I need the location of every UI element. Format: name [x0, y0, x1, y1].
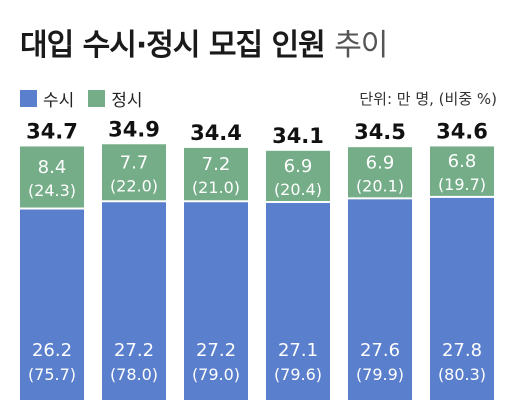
bar-susi-3 — [266, 202, 330, 400]
total-label-3: 34.1 — [272, 124, 324, 148]
value-label-jeongsi-1: 7.7 — [120, 152, 149, 173]
value-label-jeongsi-2: 7.2 — [202, 154, 231, 175]
chart-title: 대입 수시·정시 모집 인원 추이 — [20, 20, 388, 64]
bar-susi-0 — [20, 209, 84, 400]
value-label-jeongsi-3: 6.9 — [284, 156, 313, 177]
share-label-jeongsi-3: (20.4) — [274, 180, 322, 199]
chart-title-suffix: 추이 — [334, 28, 388, 63]
legend-item-jeongsi: 정시 — [88, 86, 143, 111]
share-label-susi-3: (79.6) — [274, 365, 322, 384]
share-label-jeongsi-1: (22.0) — [110, 176, 158, 195]
share-label-jeongsi-4: (20.1) — [356, 176, 404, 195]
value-label-susi-4: 27.6 — [360, 340, 400, 361]
value-label-jeongsi-5: 6.8 — [448, 151, 477, 172]
legend-label-susi: 수시 — [43, 91, 75, 111]
value-label-susi-1: 27.2 — [114, 340, 154, 361]
bar-jeongsi-4 — [348, 147, 412, 198]
share-label-jeongsi-0: (24.3) — [28, 181, 76, 200]
bar-jeongsi-0 — [20, 146, 84, 208]
chart-title-main: 대입 수시·정시 모집 인원 — [20, 28, 326, 63]
share-label-susi-2: (79.0) — [192, 365, 240, 384]
bar-jeongsi-1 — [102, 144, 166, 201]
share-label-susi-5: (80.3) — [438, 365, 486, 384]
value-label-susi-0: 26.2 — [32, 340, 72, 361]
total-label-1: 34.9 — [108, 117, 160, 141]
share-label-susi-1: (78.0) — [110, 365, 158, 384]
legend: 수시 정시 — [20, 86, 157, 111]
bar-susi-4 — [348, 199, 412, 400]
share-label-jeongsi-2: (21.0) — [192, 178, 240, 197]
share-label-susi-0: (75.7) — [28, 365, 76, 384]
total-label-2: 34.4 — [190, 121, 242, 145]
value-label-susi-2: 27.2 — [196, 340, 236, 361]
legend-item-susi: 수시 — [20, 86, 74, 111]
bar-susi-2 — [184, 202, 248, 400]
legend-swatch-susi — [20, 90, 37, 107]
unit-label: 단위: 만 명, (비중 %) — [359, 90, 497, 108]
share-label-jeongsi-5: (19.7) — [438, 175, 486, 194]
value-label-jeongsi-0: 8.4 — [38, 157, 67, 178]
bar-susi-5 — [430, 197, 494, 400]
bar-jeongsi-2 — [184, 147, 248, 201]
value-label-jeongsi-4: 6.9 — [366, 152, 395, 173]
value-label-susi-5: 27.8 — [442, 340, 482, 361]
legend-swatch-jeongsi — [88, 90, 106, 107]
legend-label-jeongsi: 정시 — [111, 91, 143, 111]
total-label-4: 34.5 — [354, 120, 406, 144]
bar-jeongsi-5 — [430, 146, 494, 196]
share-label-susi-4: (79.9) — [356, 365, 404, 384]
bar-jeongsi-3 — [266, 150, 330, 201]
bar-susi-1 — [102, 202, 166, 400]
value-label-susi-3: 27.1 — [278, 340, 318, 361]
total-label-0: 34.7 — [26, 119, 78, 143]
total-label-5: 34.6 — [436, 119, 488, 143]
